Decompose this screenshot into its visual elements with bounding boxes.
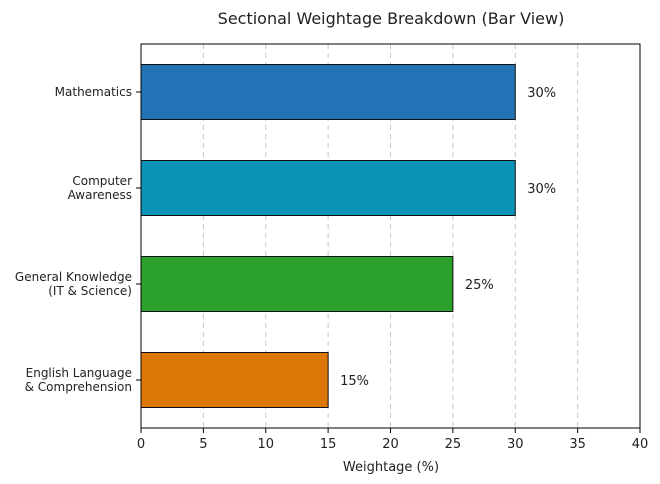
x-tick-label-1: 5	[199, 437, 207, 452]
bar-3	[140, 352, 329, 408]
x-tick-label-2: 10	[257, 437, 274, 452]
x-tick-label-7: 35	[569, 437, 586, 452]
data-labels: 30% 30% 25% 15%	[340, 86, 556, 389]
x-tick-label-6: 30	[507, 437, 524, 452]
bar-0	[140, 64, 516, 120]
x-tick-label-8: 40	[632, 437, 649, 452]
x-tick-label-5: 25	[445, 437, 462, 452]
x-tick-label-4: 20	[382, 437, 399, 452]
bars	[140, 64, 516, 408]
data-label-2: 25%	[465, 278, 494, 293]
bar-1	[140, 160, 516, 216]
category-label-0: Mathematics	[55, 85, 132, 99]
category-label-2-line-1: (IT & Science)	[48, 284, 132, 298]
category-label-1-line-0: Computer	[72, 174, 132, 188]
category-label-3-line-0: English Language	[26, 366, 132, 380]
category-label-3-line-1: & Comprehension	[25, 380, 132, 394]
category-label-1-line-1: Awareness	[68, 188, 132, 202]
x-tick-label-3: 15	[320, 437, 337, 452]
data-label-0: 30%	[527, 86, 556, 101]
x-axis-title: Weightage (%)	[343, 460, 439, 475]
category-label-2-line-0: General Knowledge	[15, 270, 132, 284]
bar-2	[140, 256, 454, 312]
data-label-1: 30%	[527, 182, 556, 197]
data-label-3: 15%	[340, 374, 369, 389]
chart-title: Sectional Weightage Breakdown (Bar View)	[218, 9, 565, 28]
x-axis-ticks: 0 5 10 15 20 25 30 35 40	[137, 428, 648, 452]
x-tick-label-0: 0	[137, 437, 145, 452]
